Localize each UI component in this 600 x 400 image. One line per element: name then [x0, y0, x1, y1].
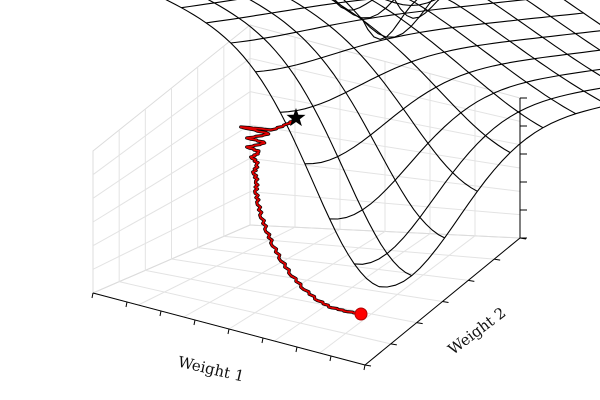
y-axis-tick	[468, 279, 475, 282]
surface-grid-line	[343, 0, 433, 38]
x-axis-tick	[125, 301, 128, 308]
surface-grid-line	[255, 12, 584, 73]
surface-grid-line	[290, 0, 478, 192]
path-end-star-marker	[286, 108, 306, 127]
surface-grid-line	[525, 0, 600, 51]
surface-grid-line	[331, 0, 511, 154]
y-axis-tick	[494, 258, 501, 261]
x-axis-tick	[227, 328, 230, 335]
pane-gridline	[92, 191, 251, 270]
surface-grid-line	[361, 0, 600, 102]
surface-grid-line	[332, 0, 577, 115]
surface-grid-line	[206, 0, 367, 24]
y-axis-tick	[364, 364, 372, 367]
y-axis-title: Weight 2	[445, 304, 510, 359]
surface-grid-line	[249, 0, 445, 239]
surface-grid-line	[329, 68, 600, 220]
pane-gridline	[223, 235, 495, 260]
surface-grid-line	[563, 0, 600, 25]
surface-grid-line	[207, 0, 413, 277]
axis-ticks	[91, 97, 527, 371]
surface-grid-line	[394, 0, 600, 77]
surface-grid-line	[165, 0, 380, 288]
x-axis-tick	[363, 364, 366, 371]
y-axis-tick	[442, 301, 449, 303]
x-axis-tick	[295, 346, 298, 353]
y-axis-tick	[416, 322, 423, 325]
y-axis-tick	[390, 343, 397, 346]
pane-gridline	[249, 191, 521, 216]
pane-gridline	[171, 258, 443, 302]
x-axis-tick	[261, 337, 264, 344]
pane-gridline	[197, 247, 469, 281]
optimizer-path-line	[239, 118, 361, 315]
axis-panes	[91, 23, 522, 366]
x-axis-tick	[193, 319, 196, 326]
optimizer-path-layer	[239, 108, 368, 321]
x-axis-title: Weight 1	[176, 353, 246, 386]
pane-gridlines	[92, 37, 521, 354]
x-axis-tick	[91, 292, 94, 299]
loss-surface-wireframe	[165, 0, 600, 288]
x-axis-tick	[329, 355, 332, 362]
x-axis-tick	[159, 310, 162, 317]
path-start-marker	[354, 307, 368, 321]
surface-grid-line	[370, 0, 544, 129]
